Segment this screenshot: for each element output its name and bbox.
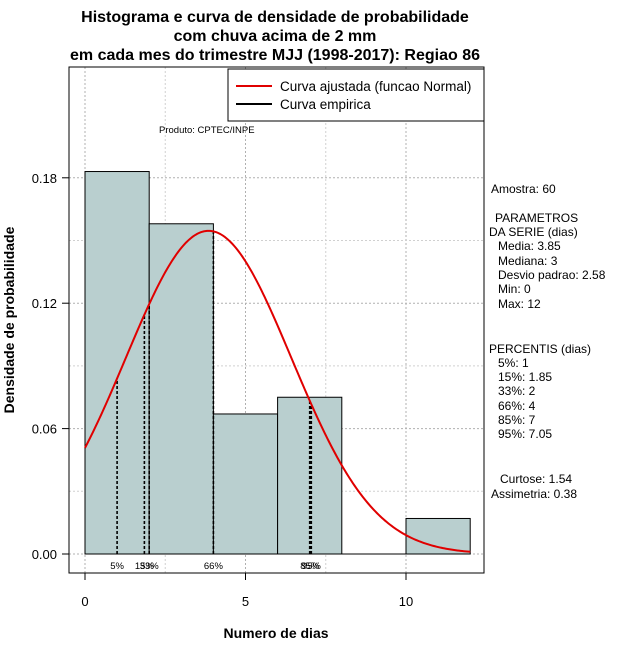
stats-panel: Amostra: 60 PARAMETROS DA SERIE (dias) M… — [489, 182, 606, 501]
x-axis-title: Numero de dias — [223, 625, 328, 641]
kurtosis: Curtose: 1.54 — [500, 472, 572, 486]
percentile-label: 85% — [300, 561, 320, 572]
percentile-label: 15% — [135, 561, 155, 572]
sample-size: Amostra: 60 — [491, 182, 556, 196]
y-tick-label: 0.00 — [32, 547, 57, 562]
legend: Curva ajustada (funcao Normal) Curva emp… — [227, 68, 485, 122]
percentile-95: 95%: 7.05 — [498, 427, 552, 441]
product-note: Produto: CPTEC/INPE — [159, 125, 255, 136]
legend-box — [227, 68, 485, 122]
title-line-2: com chuva acima de 2 mm — [174, 28, 377, 45]
x-axis: 0 5 10 — [81, 572, 413, 609]
percentile-lines: 5% 15%33% 66% 85%95% — [110, 231, 321, 572]
histogram-bars — [84, 171, 471, 555]
y-tick-label: 0.18 — [32, 171, 57, 186]
x-tick-label: 0 — [81, 594, 88, 609]
params-header-1: PARAMETROS — [495, 211, 578, 225]
percentile-label: 95% — [302, 561, 322, 572]
title-line-3: em cada mes do trimestre MJJ (1998-2017)… — [70, 47, 480, 64]
x-tick-label: 5 — [242, 594, 249, 609]
percentile-33: 33%: 2 — [498, 384, 536, 398]
percentiles-header: PERCENTIS (dias) — [489, 342, 591, 356]
histogram-bar — [148, 223, 214, 555]
histogram-bar — [405, 517, 471, 555]
param-median: Mediana: 3 — [498, 254, 558, 268]
normal-curve-line — [84, 229, 471, 553]
param-max: Max: 12 — [498, 297, 541, 311]
percentile-5: 5%: 1 — [498, 356, 529, 370]
y-axis-title: Densidade de probabilidade — [1, 226, 17, 413]
param-min: Min: 0 — [498, 282, 531, 296]
percentile-label: 33% — [140, 561, 160, 572]
normal-fit-curve — [84, 229, 471, 553]
histogram-bar — [212, 413, 279, 555]
legend-label-empirical: Curva empirica — [280, 97, 371, 112]
params-header-2: DA SERIE (dias) — [489, 225, 578, 239]
percentile-label: 5% — [110, 561, 124, 572]
histogram-bar — [277, 396, 343, 555]
param-sd: Desvio padrao: 2.58 — [498, 268, 606, 282]
percentile-15: 15%: 1.85 — [498, 370, 552, 384]
y-tick-label: 0.06 — [32, 422, 57, 437]
skewness: Assimetria: 0.38 — [491, 487, 577, 501]
y-axis: 0.00 0.06 0.12 0.18 — [32, 171, 69, 562]
param-mean: Media: 3.85 — [498, 239, 561, 253]
chart-title: Histograma e curva de densidade de proba… — [70, 9, 480, 64]
percentile-85: 85%: 7 — [498, 413, 536, 427]
y-tick-label: 0.12 — [32, 296, 57, 311]
x-tick-label: 10 — [399, 594, 413, 609]
percentile-label: 66% — [204, 561, 224, 572]
title-line-1: Histograma e curva de densidade de proba… — [81, 9, 469, 26]
percentile-66: 66%: 4 — [498, 399, 536, 413]
legend-label-normal: Curva ajustada (funcao Normal) — [280, 79, 471, 94]
